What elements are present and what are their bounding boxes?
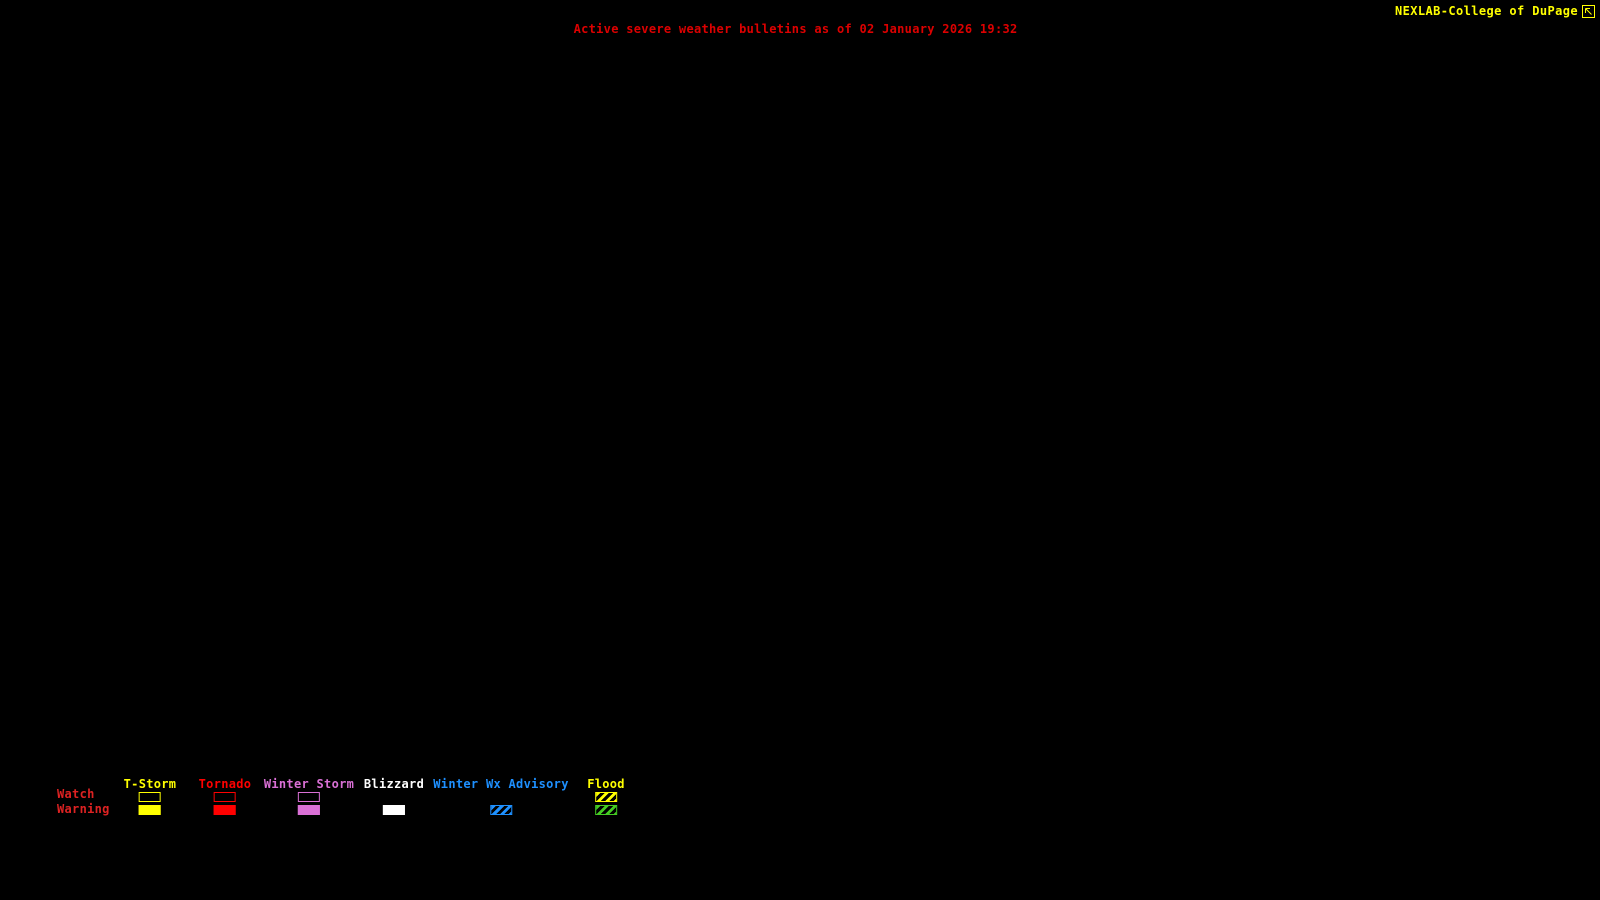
legend-col-tstorm: T-Storm — [123, 777, 177, 815]
winter-storm-watch-swatch — [297, 792, 320, 802]
tstorm-watch-swatch — [139, 792, 161, 802]
legend-header-tornado: Tornado — [198, 777, 252, 791]
legend-col-flood: Flood — [587, 777, 625, 815]
legend-header-winter-wx-advisory: Winter Wx Advisory — [433, 777, 569, 791]
legend: Watch Warning T-Storm Tornado Winter Sto… — [0, 777, 700, 822]
tornado-watch-swatch — [214, 792, 236, 802]
flood-watch-swatch — [595, 792, 617, 802]
legend-col-winter-storm: Winter Storm — [263, 777, 355, 815]
tstorm-warning-swatch — [139, 805, 161, 815]
legend-header-blizzard: Blizzard — [363, 777, 425, 791]
branding-text: NEXLAB-College of DuPage — [1395, 4, 1578, 18]
legend-header-winter-storm: Winter Storm — [263, 777, 355, 791]
legend-header-tstorm: T-Storm — [123, 777, 177, 791]
legend-header-flood: Flood — [587, 777, 625, 791]
legend-row-label-watch: Watch — [57, 787, 95, 801]
legend-row-label-warning: Warning — [57, 802, 110, 816]
legend-col-blizzard: Blizzard — [363, 777, 425, 815]
flood-warning-swatch — [595, 805, 617, 815]
blizzard-warning-swatch — [382, 805, 405, 815]
winter-wx-advisory-swatch — [489, 805, 512, 815]
branding: NEXLAB-College of DuPage — [1395, 4, 1595, 18]
box-corner-arrow-icon — [1582, 4, 1595, 18]
bulletin-title: Active severe weather bulletins as of 02… — [573, 22, 1018, 36]
legend-col-winter-wx-advisory: Winter Wx Advisory — [433, 777, 569, 815]
legend-col-tornado: Tornado — [198, 777, 252, 815]
tornado-warning-swatch — [214, 805, 236, 815]
winter-storm-warning-swatch — [297, 805, 320, 815]
